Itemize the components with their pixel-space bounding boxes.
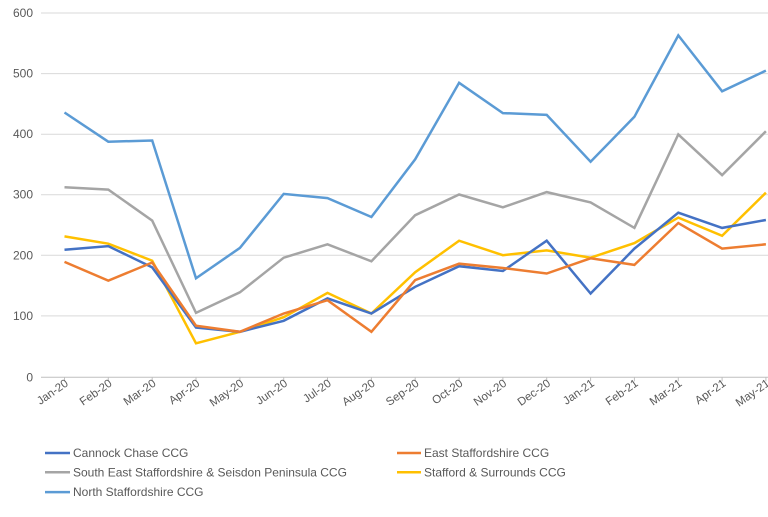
svg-text:Feb-21: Feb-21 bbox=[604, 378, 641, 409]
svg-text:600: 600 bbox=[13, 6, 33, 20]
svg-text:Apr-21: Apr-21 bbox=[693, 378, 728, 408]
svg-text:0: 0 bbox=[26, 370, 33, 384]
svg-text:Nov-20: Nov-20 bbox=[472, 378, 509, 409]
svg-text:Jul-20: Jul-20 bbox=[301, 378, 334, 406]
svg-text:500: 500 bbox=[13, 67, 33, 81]
svg-text:300: 300 bbox=[13, 188, 33, 202]
svg-text:Mar-21: Mar-21 bbox=[648, 378, 685, 409]
svg-text:East Staffordshire CCG: East Staffordshire CCG bbox=[424, 446, 549, 460]
svg-text:Stafford & Surrounds CCG: Stafford & Surrounds CCG bbox=[424, 465, 566, 479]
svg-text:Jan-21: Jan-21 bbox=[561, 378, 597, 408]
svg-text:Jun-20: Jun-20 bbox=[254, 378, 290, 408]
svg-text:Feb-20: Feb-20 bbox=[78, 378, 115, 409]
svg-text:400: 400 bbox=[13, 127, 33, 141]
svg-text:May-21: May-21 bbox=[734, 378, 768, 410]
svg-text:May-20: May-20 bbox=[208, 378, 246, 410]
svg-text:200: 200 bbox=[13, 248, 33, 262]
svg-text:Cannock Chase CCG: Cannock Chase CCG bbox=[73, 446, 188, 460]
svg-text:Dec-20: Dec-20 bbox=[516, 378, 553, 409]
svg-text:Mar-20: Mar-20 bbox=[122, 378, 159, 409]
svg-text:Apr-20: Apr-20 bbox=[167, 378, 202, 408]
svg-text:North Staffordshire CCG: North Staffordshire CCG bbox=[73, 485, 204, 499]
svg-text:Sep-20: Sep-20 bbox=[384, 378, 421, 409]
svg-text:Jan-20: Jan-20 bbox=[35, 378, 71, 408]
svg-text:South East Staffordshire & Sei: South East Staffordshire & Seisdon Penin… bbox=[73, 465, 347, 479]
svg-text:Oct-20: Oct-20 bbox=[430, 378, 465, 408]
svg-text:Aug-20: Aug-20 bbox=[340, 378, 377, 409]
svg-text:100: 100 bbox=[13, 309, 33, 323]
